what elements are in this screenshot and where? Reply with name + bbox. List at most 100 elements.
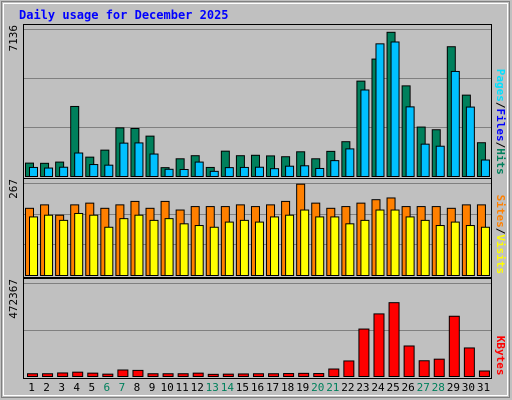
- x-label-day-24: 24: [371, 381, 385, 394]
- x-label-day-3: 3: [58, 381, 65, 394]
- bar-kbytes-day-4: [72, 371, 84, 377]
- bar-kbytes-day-22: [343, 360, 355, 377]
- bar-files-day-17: [270, 168, 280, 178]
- bar-visits-day-28: [435, 225, 445, 277]
- x-label-day-29: 29: [447, 381, 460, 394]
- bar-visits-day-19: [300, 209, 310, 276]
- bar-files-day-29: [450, 70, 460, 177]
- axis-label-part: Hits: [494, 148, 507, 175]
- x-label-day-30: 30: [462, 381, 475, 394]
- bar-kbytes-day-12: [192, 372, 204, 377]
- x-label-day-11: 11: [176, 381, 189, 394]
- bar-visits-day-7: [119, 218, 129, 277]
- bar-visits-day-2: [44, 214, 54, 277]
- x-label-day-22: 22: [341, 381, 354, 394]
- bar-files-day-31: [480, 159, 490, 177]
- bar-visits-day-1: [29, 216, 38, 276]
- bar-visits-day-17: [270, 216, 280, 276]
- bar-visits-day-21: [330, 216, 340, 276]
- x-label-day-25: 25: [386, 381, 399, 394]
- bar-files-day-22: [345, 148, 355, 177]
- x-label-day-20: 20: [311, 381, 324, 394]
- bar-kbytes-day-24: [373, 313, 385, 378]
- bar-visits-day-3: [59, 219, 69, 276]
- y-max-label-sites-visits: 267: [7, 179, 20, 199]
- bar-kbytes-day-30: [463, 347, 475, 377]
- bar-visits-day-6: [104, 226, 114, 276]
- bar-visits-day-25: [390, 209, 400, 276]
- bar-visits-day-14: [224, 221, 234, 277]
- bar-files-day-14: [224, 167, 234, 177]
- bar-files-day-20: [315, 167, 325, 178]
- bar-files-day-16: [254, 166, 264, 178]
- bar-visits-day-4: [74, 212, 84, 276]
- axis-label-part: Visits: [494, 234, 507, 274]
- x-label-day-18: 18: [281, 381, 294, 394]
- bar-kbytes-day-31: [478, 370, 490, 377]
- bar-kbytes-day-17: [268, 373, 280, 378]
- axis-label-part: /: [494, 228, 507, 235]
- bar-files-day-26: [405, 106, 415, 177]
- x-label-day-6: 6: [104, 381, 111, 394]
- bar-visits-day-29: [450, 221, 460, 277]
- x-label-day-4: 4: [73, 381, 80, 394]
- bar-visits-day-26: [405, 216, 415, 276]
- bar-visits-day-15: [239, 219, 249, 276]
- x-label-day-26: 26: [402, 381, 415, 394]
- y-max-label-kbytes: 472367: [7, 279, 20, 319]
- bar-kbytes-day-14: [222, 373, 234, 377]
- right-axis-label-kbytes: KBytes: [494, 336, 507, 376]
- x-label-day-17: 17: [266, 381, 279, 394]
- bar-files-day-1: [29, 166, 38, 177]
- bar-visits-day-30: [465, 225, 475, 277]
- panel-kbytes: 472367 KBytes: [7, 278, 507, 379]
- bar-files-day-7: [119, 142, 129, 177]
- bar-files-day-3: [59, 166, 69, 178]
- bar-files-day-19: [300, 165, 310, 177]
- x-label-day-8: 8: [134, 381, 141, 394]
- bar-visits-day-9: [149, 219, 159, 276]
- bar-kbytes-day-3: [57, 372, 69, 378]
- bar-files-day-12: [194, 161, 204, 177]
- axis-label-part: Files: [494, 109, 507, 142]
- bar-kbytes-day-11: [177, 373, 189, 378]
- axis-label-part: Pages: [494, 69, 507, 102]
- bar-files-day-9: [149, 153, 159, 178]
- inner-frame: [3, 3, 508, 396]
- right-axis-label-pages-files-hits: Pages/Files/Hits: [494, 69, 507, 175]
- bar-visits-day-5: [89, 214, 99, 277]
- bar-files-day-6: [104, 164, 114, 177]
- x-label-day-1: 1: [28, 381, 35, 394]
- axis-label-part: Sites: [494, 195, 507, 228]
- x-label-day-23: 23: [356, 381, 369, 394]
- bar-files-day-24: [375, 43, 385, 177]
- bar-visits-day-20: [315, 216, 325, 276]
- axis-label-part: /: [494, 102, 507, 109]
- bar-kbytes-day-18: [283, 373, 295, 377]
- x-label-day-12: 12: [191, 381, 204, 394]
- bar-visits-day-31: [480, 226, 490, 276]
- bar-kbytes-day-16: [252, 373, 264, 378]
- bar-files-day-13: [209, 170, 219, 177]
- bar-visits-day-11: [179, 223, 189, 276]
- axis-label-part: KBytes: [494, 336, 507, 376]
- bar-visits-day-18: [285, 214, 295, 277]
- bar-visits-day-8: [134, 214, 144, 277]
- bar-visits-day-12: [194, 225, 204, 277]
- bar-kbytes-day-10: [162, 373, 174, 378]
- bar-kbytes-day-26: [403, 345, 415, 377]
- bar-files-day-27: [420, 143, 430, 178]
- bar-kbytes-day-29: [448, 315, 460, 377]
- x-label-day-31: 31: [477, 381, 490, 394]
- bar-kbytes-day-25: [388, 302, 400, 378]
- chart-title: Daily usage for December 2025: [19, 8, 229, 22]
- chart-panels: 7136Pages/Files/Hits267Sites/Visits47236…: [7, 24, 507, 379]
- bar-kbytes-day-19: [298, 372, 310, 378]
- bar-files-day-28: [435, 145, 445, 177]
- bar-visits-day-24: [375, 209, 385, 276]
- bar-files-day-5: [89, 164, 99, 177]
- bar-files-day-23: [360, 89, 370, 177]
- x-label-day-21: 21: [326, 381, 339, 394]
- x-label-day-15: 15: [236, 381, 249, 394]
- bar-visits-day-23: [360, 219, 370, 276]
